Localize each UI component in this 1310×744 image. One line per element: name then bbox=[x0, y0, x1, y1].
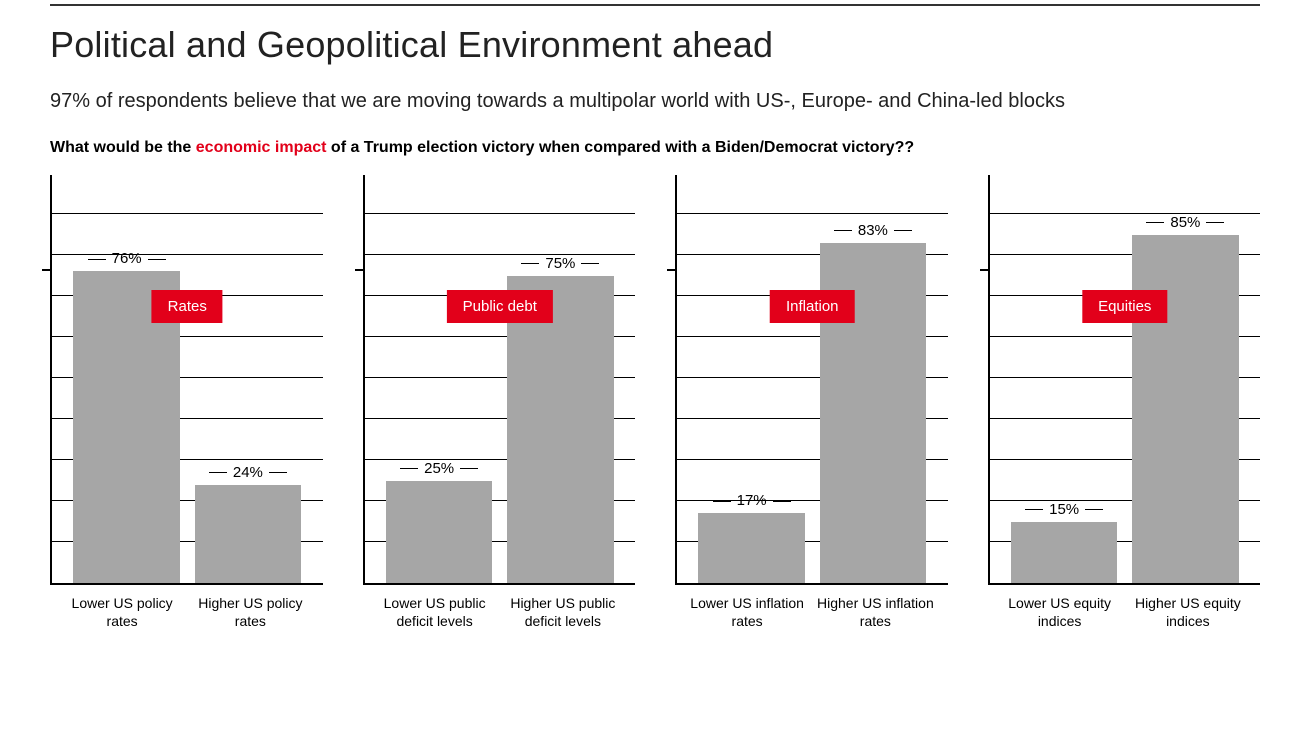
bars-wrap: 76% 24% bbox=[52, 175, 323, 583]
bar bbox=[195, 485, 302, 583]
chart-badge: Rates bbox=[152, 290, 223, 323]
subtitle: 97% of respondents believe that we are m… bbox=[50, 88, 1150, 115]
x-label: Lower US inflation rates bbox=[686, 595, 809, 630]
chart-panel: Inflation 17% 83% Lower US inflation ratesH… bbox=[675, 175, 948, 630]
top-rule bbox=[50, 4, 1260, 6]
bar-value-label: 75% bbox=[545, 255, 575, 272]
page-title: Political and Geopolitical Environment a… bbox=[50, 24, 1260, 66]
bar-column: 75% bbox=[507, 175, 614, 583]
question-prefix: What would be the bbox=[50, 139, 196, 156]
bars-wrap: 15% 85% bbox=[990, 175, 1261, 583]
chart-plot: Public debt 25% 75% bbox=[363, 175, 636, 585]
bar-value-label: 76% bbox=[112, 250, 142, 267]
y-tick bbox=[42, 269, 52, 271]
bar bbox=[386, 481, 493, 584]
chart-badge: Public debt bbox=[447, 290, 553, 323]
x-axis-labels: Lower US public deficit levelsHigher US … bbox=[363, 595, 636, 630]
chart-panel: Public debt 25% 75% Lower US public deficit… bbox=[363, 175, 636, 630]
y-tick bbox=[667, 269, 677, 271]
x-label: Higher US public deficit levels bbox=[501, 595, 624, 630]
question-highlight: economic impact bbox=[196, 139, 327, 156]
x-axis-labels: Lower US policy ratesHigher US policy ra… bbox=[50, 595, 323, 630]
bar bbox=[1011, 522, 1118, 584]
bar-value-label: 25% bbox=[424, 460, 454, 477]
y-tick bbox=[355, 269, 365, 271]
bar-value-label: 83% bbox=[858, 222, 888, 239]
bar-column: 25% bbox=[386, 175, 493, 583]
chart-plot: Inflation 17% 83% bbox=[675, 175, 948, 585]
bar-column: 24% bbox=[195, 175, 302, 583]
x-axis-labels: Lower US inflation ratesHigher US inflat… bbox=[675, 595, 948, 630]
bar-value-label: 15% bbox=[1049, 501, 1079, 518]
x-label: Lower US equity indices bbox=[998, 595, 1121, 630]
bar-value-label: 17% bbox=[737, 492, 767, 509]
bar-column: 15% bbox=[1011, 175, 1118, 583]
bar-column: 83% bbox=[820, 175, 927, 583]
charts-row: Rates76%24%Lower US policy ratesHigher U… bbox=[50, 175, 1260, 630]
x-label: Higher US equity indices bbox=[1126, 595, 1249, 630]
bar-column: 85% bbox=[1132, 175, 1239, 583]
bar bbox=[1132, 235, 1239, 584]
bars-wrap: 25% 75% bbox=[365, 175, 636, 583]
bar bbox=[698, 513, 805, 583]
bar-column: 76% bbox=[73, 175, 180, 583]
chart-badge: Inflation bbox=[770, 290, 855, 323]
x-label: Lower US public deficit levels bbox=[373, 595, 496, 630]
chart-plot: Rates 76% 24% bbox=[50, 175, 323, 585]
question-suffix: of a Trump election victory when compare… bbox=[326, 139, 914, 156]
chart-panel: Rates 76% 24% Lower US policy ratesHigher U… bbox=[50, 175, 323, 630]
x-axis-labels: Lower US equity indicesHigher US equity … bbox=[988, 595, 1261, 630]
bar-value-label: 24% bbox=[233, 464, 263, 481]
y-tick bbox=[980, 269, 990, 271]
x-label: Lower US policy rates bbox=[61, 595, 184, 630]
chart-plot: Equities 15% 85% bbox=[988, 175, 1261, 585]
x-label: Higher US policy rates bbox=[189, 595, 312, 630]
bars-wrap: 17% 83% bbox=[677, 175, 948, 583]
x-label: Higher US inflation rates bbox=[814, 595, 937, 630]
chart-badge: Equities bbox=[1082, 290, 1167, 323]
bar-column: 17% bbox=[698, 175, 805, 583]
bar-value-label: 85% bbox=[1170, 214, 1200, 231]
chart-question: What would be the economic impact of a T… bbox=[50, 139, 1260, 157]
chart-panel: Equities 15% 85% Lower US equity indicesHig… bbox=[988, 175, 1261, 630]
